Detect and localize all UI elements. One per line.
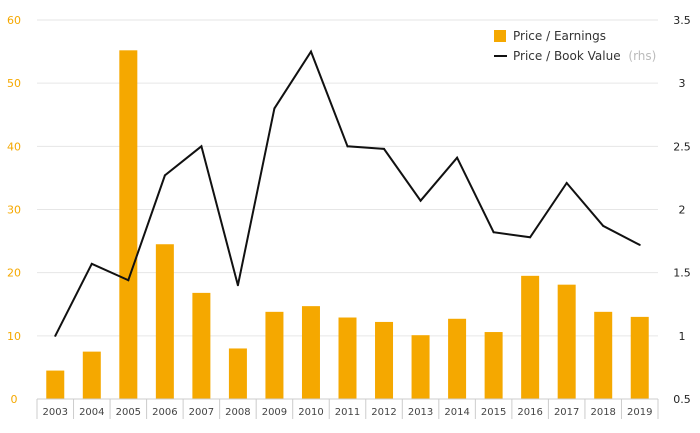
x-tick-label: 2011 (335, 407, 360, 418)
point-price-book-value-2019 (638, 243, 641, 246)
legend-swatch-price-earnings (494, 30, 506, 42)
legend-label-price-book-value-main: Price / Book Value (513, 49, 621, 63)
x-tick-label: 2010 (298, 407, 323, 418)
point-price-book-value-2007 (200, 145, 203, 148)
bar-price-earnings-2015 (484, 332, 503, 399)
legend-label-rhs: (rhs) (628, 49, 656, 63)
bar-price-earnings-2011 (338, 317, 357, 399)
x-tick-label: 2012 (371, 407, 396, 418)
point-price-book-value-2014 (456, 156, 459, 159)
bar-price-earnings-2018 (594, 311, 613, 399)
y-left-tick-label: 50 (7, 77, 21, 90)
point-price-book-value-2013 (419, 199, 422, 202)
bar-price-earnings-2013 (411, 335, 430, 399)
bar-price-earnings-2017 (557, 284, 576, 399)
x-tick-label: 2006 (152, 407, 177, 418)
bars-layer (46, 50, 649, 399)
point-price-book-value-2006 (163, 174, 166, 177)
x-tick-label: 2019 (627, 407, 652, 418)
legend: Price / Earnings Price / Book Value (rhs… (494, 29, 656, 63)
x-tick-label: 2016 (517, 407, 542, 418)
y-left-tick-label: 20 (7, 267, 21, 280)
bar-price-earnings-2003 (46, 370, 65, 399)
x-tick-label: 2007 (189, 407, 214, 418)
y-left-tick-label: 0 (11, 393, 18, 406)
x-tick-label: 2018 (590, 407, 615, 418)
y-left-tick-label: 10 (7, 330, 21, 343)
y-right-tick-label: 1.5 (673, 267, 691, 280)
bar-price-earnings-2008 (228, 348, 247, 399)
point-price-book-value-2015 (492, 231, 495, 234)
bar-price-earnings-2019 (630, 316, 649, 399)
point-price-book-value-2003 (54, 334, 57, 337)
point-price-book-value-2004 (90, 262, 93, 265)
line-price-book-value (54, 49, 641, 337)
y-left-tick-label: 60 (7, 14, 21, 27)
point-price-book-value-2011 (346, 145, 349, 148)
bar-price-earnings-2009 (265, 311, 284, 399)
point-price-book-value-2018 (602, 224, 605, 227)
point-price-book-value-2012 (383, 147, 386, 150)
y-left-tick-label: 40 (7, 140, 21, 153)
bar-price-earnings-2005 (119, 50, 138, 399)
x-tick-label: 2015 (481, 407, 506, 418)
point-price-book-value-2010 (309, 50, 312, 53)
x-tick-label: 2009 (262, 407, 287, 418)
y-right-tick-label: 3.5 (673, 14, 691, 27)
x-tick-label: 2003 (43, 407, 68, 418)
y-right-tick-label: 2 (679, 204, 686, 217)
x-tick-label: 2004 (79, 407, 104, 418)
y-right-tick-label: 3 (679, 77, 686, 90)
legend-label-price-book-value: Price / Book Value (rhs) (513, 49, 656, 63)
grid-layer (37, 19, 658, 337)
x-tick-label: 2013 (408, 407, 433, 418)
bar-price-earnings-2004 (82, 351, 101, 399)
point-price-book-value-2005 (127, 279, 130, 282)
y-right-tick-label: 1 (679, 330, 686, 343)
bar-price-earnings-2007 (192, 292, 211, 399)
point-price-book-value-2017 (565, 181, 568, 184)
bar-price-earnings-2012 (375, 321, 394, 399)
bar-price-earnings-2010 (301, 306, 320, 399)
point-price-book-value-2008 (236, 284, 239, 287)
point-price-book-value-2009 (273, 107, 276, 110)
x-tick-label: 2017 (554, 407, 579, 418)
x-tick-label: 2005 (116, 407, 141, 418)
axis-layer: 0 10 20 30 40 50 60 0.5 1 1.5 2 2.5 3 3.5 2003 2004 2005… (7, 14, 691, 419)
y-right-tick-label: 2.5 (673, 140, 691, 153)
y-left-tick-label: 30 (7, 204, 21, 217)
bar-price-earnings-2014 (448, 318, 467, 399)
x-tick-label: 2014 (444, 407, 469, 418)
legend-label-price-earnings: Price / Earnings (513, 29, 606, 43)
point-price-book-value-2016 (529, 236, 532, 239)
bar-price-earnings-2016 (521, 275, 540, 399)
y-right-tick-label: 0.5 (673, 393, 691, 406)
x-tick-label: 2008 (225, 407, 250, 418)
line-layer (54, 49, 641, 337)
bar-price-earnings-2006 (155, 244, 174, 399)
